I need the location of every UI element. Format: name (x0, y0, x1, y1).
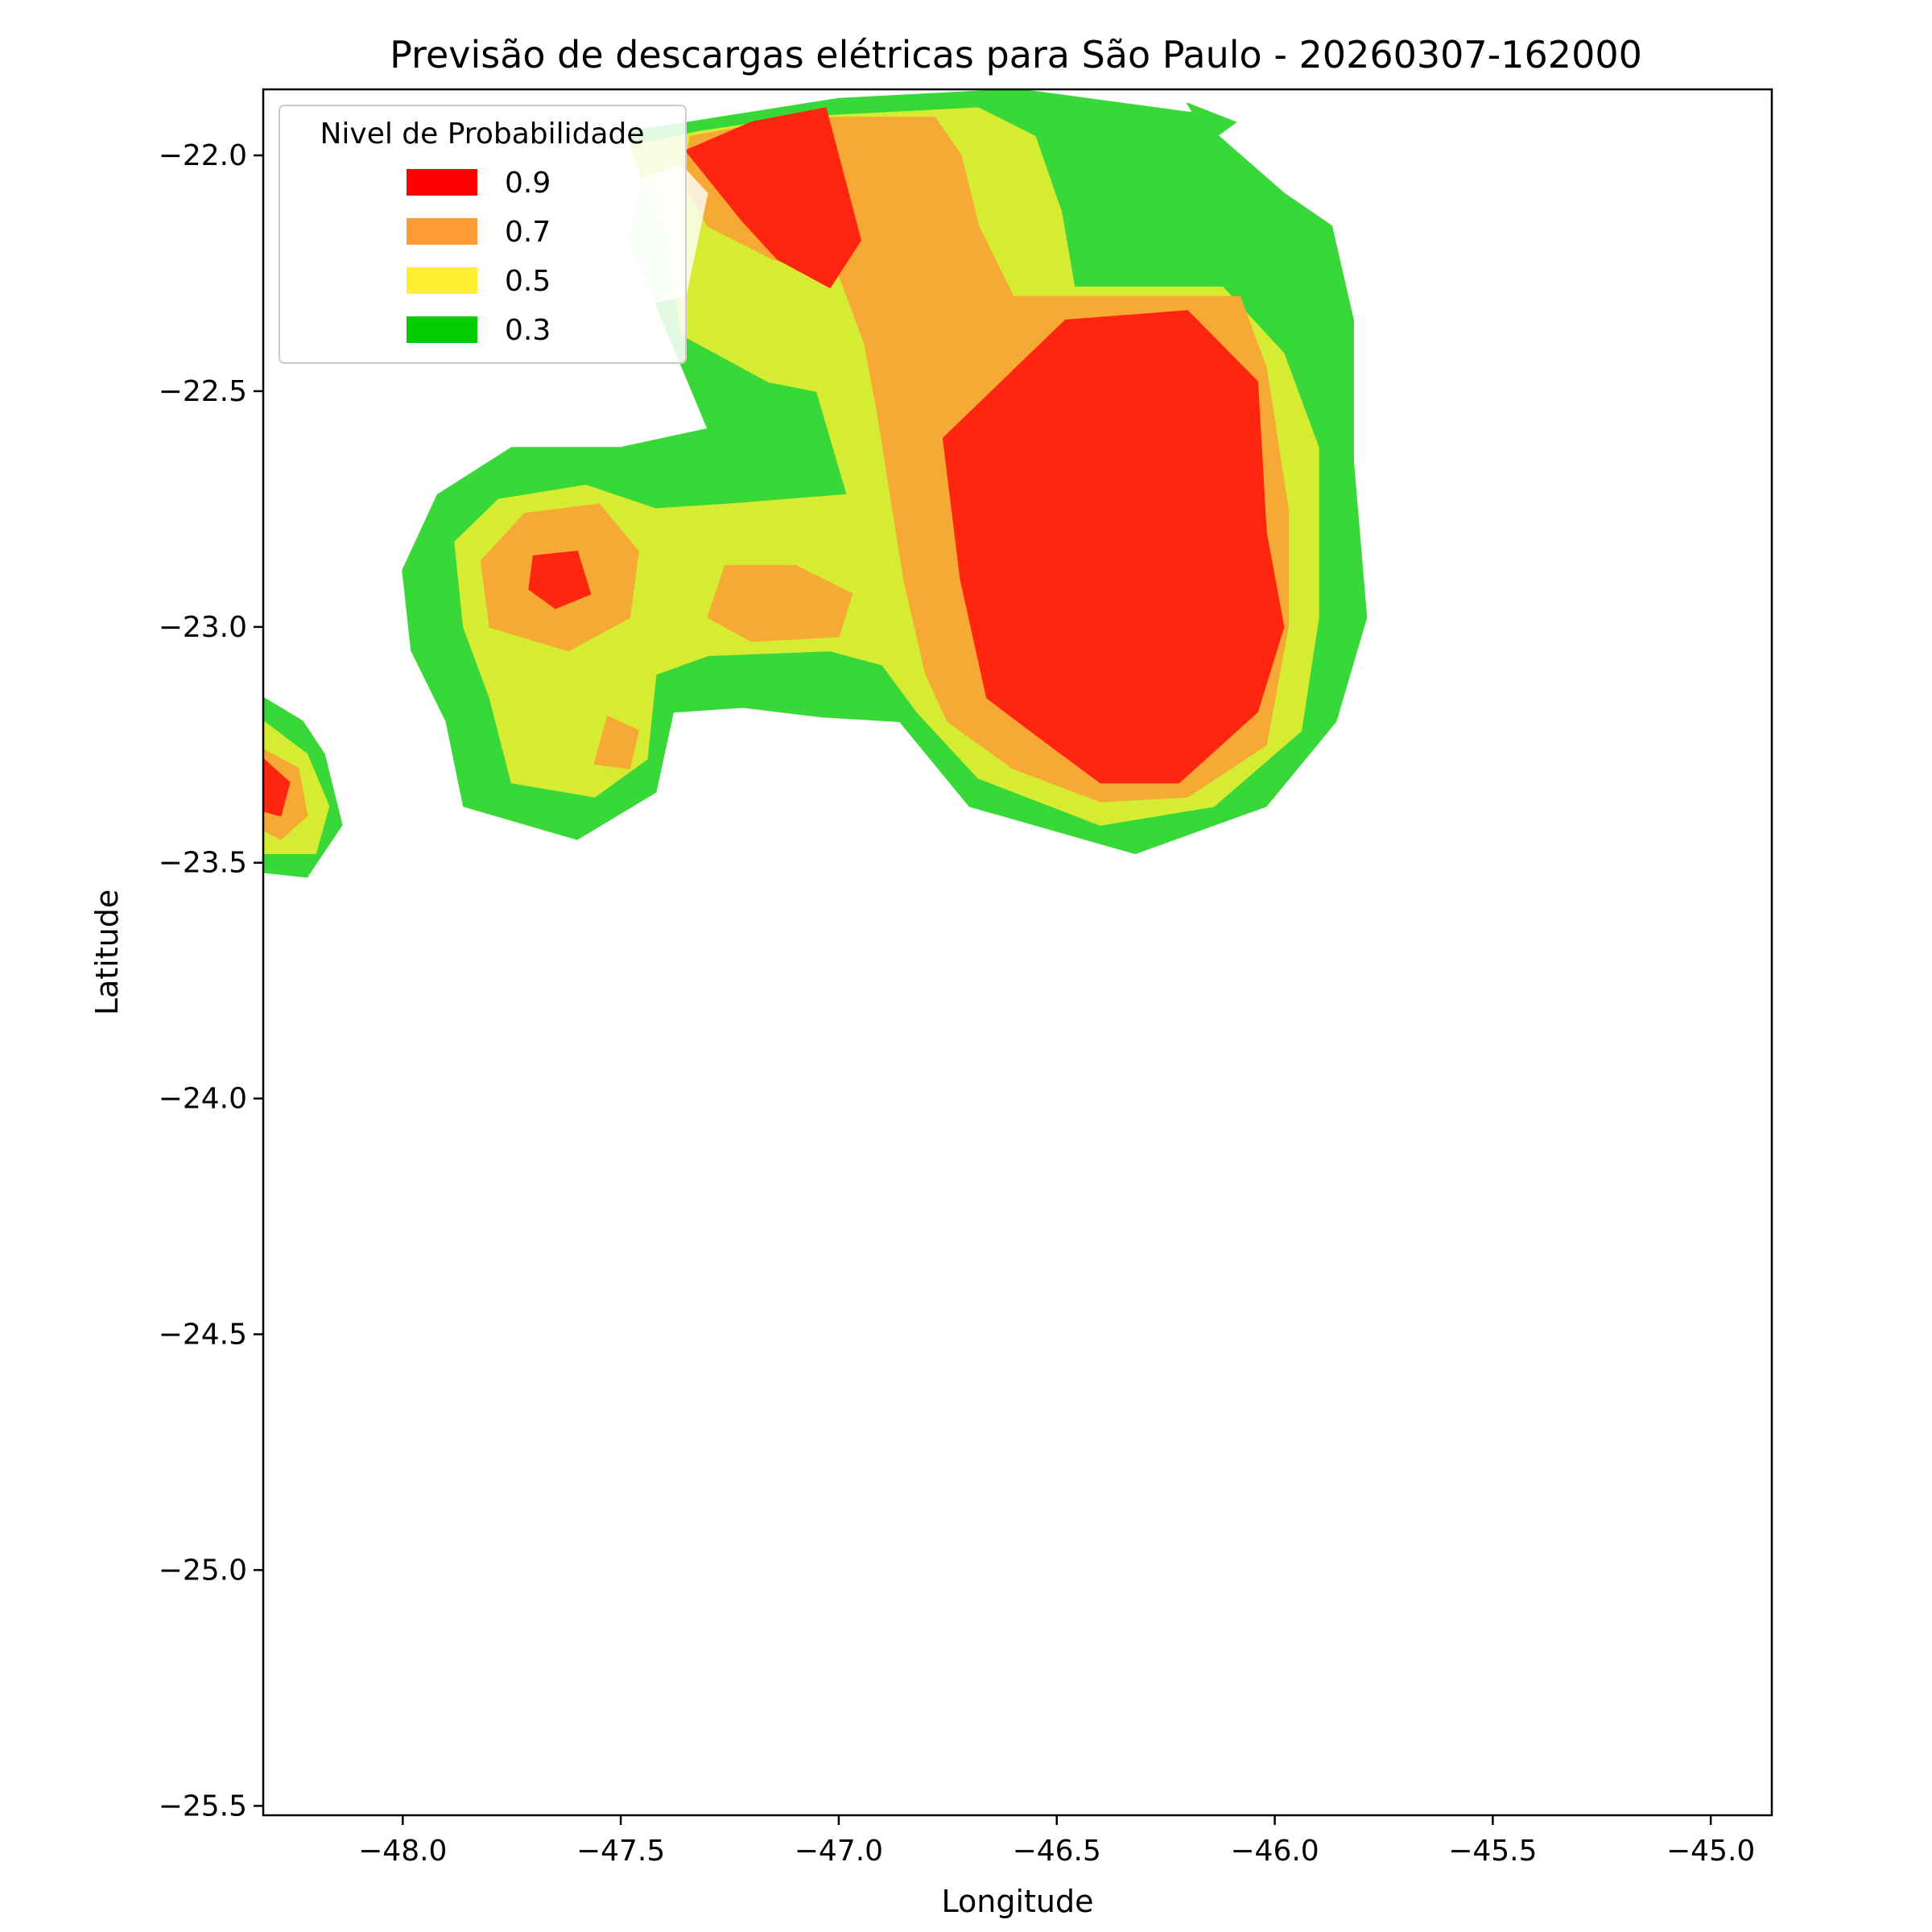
y-tick-label: −23.5 (159, 847, 247, 880)
y-axis-label: Latitude (89, 890, 125, 1015)
x-tick-label: −47.0 (795, 1835, 883, 1868)
contour-level-03-region-2 (1187, 102, 1236, 142)
x-tick-label: −46.5 (1013, 1835, 1101, 1868)
legend: Nivel de Probabilidade 0.9 0.7 0.5 0.3 (279, 105, 687, 364)
legend-swatch-05 (407, 267, 477, 294)
x-tick-label: −45.5 (1448, 1835, 1537, 1868)
legend-label-05: 0.5 (505, 265, 551, 298)
contour-level-09-region-1 (942, 310, 1285, 784)
y-tick-label: −24.0 (159, 1083, 247, 1116)
y-tick-label: −22.5 (159, 375, 247, 408)
legend-swatch-03 (407, 316, 477, 343)
x-tick-label: −47.5 (576, 1835, 665, 1868)
contour-level-09-region-3 (263, 758, 291, 817)
y-tick-label: −24.5 (159, 1318, 247, 1351)
legend-title: Nivel de Probabilidade (320, 118, 644, 151)
legend-swatch-09 (407, 169, 477, 196)
y-tick-label: −23.0 (159, 611, 247, 644)
contour-level-09-region-0 (685, 107, 861, 288)
contour-level-09-region-2 (528, 551, 592, 609)
chart-title: Previsão de descargas elétricas para São… (390, 33, 1642, 76)
x-axis-label: Longitude (942, 1884, 1094, 1919)
legend-box (279, 105, 687, 364)
legend-swatch-07 (407, 218, 477, 245)
y-axis: −22.0 −22.5 −23.0 −23.5 −24.0 −24.5 −25.0 −25.5 (159, 139, 263, 1823)
contour-level-07-region-3 (593, 716, 639, 770)
y-tick-label: −25.0 (159, 1554, 247, 1587)
legend-label-07: 0.7 (505, 216, 551, 249)
x-tick-label: −45.0 (1666, 1835, 1755, 1868)
plot-area (263, 89, 1368, 878)
axes-frame (262, 88, 1773, 1817)
contour-level-07-region-2 (707, 564, 853, 642)
x-tick-label: −46.0 (1230, 1835, 1319, 1868)
legend-label-09: 0.9 (505, 167, 551, 200)
x-tick-label: −48.0 (358, 1835, 447, 1868)
legend-label-03: 0.3 (505, 314, 551, 347)
y-tick-label: −22.0 (159, 139, 247, 172)
x-axis: −48.0 −47.5 −47.0 −46.5 −46.0 −45.5 −45.0 (358, 1815, 1755, 1868)
y-tick-label: −25.5 (159, 1790, 247, 1823)
